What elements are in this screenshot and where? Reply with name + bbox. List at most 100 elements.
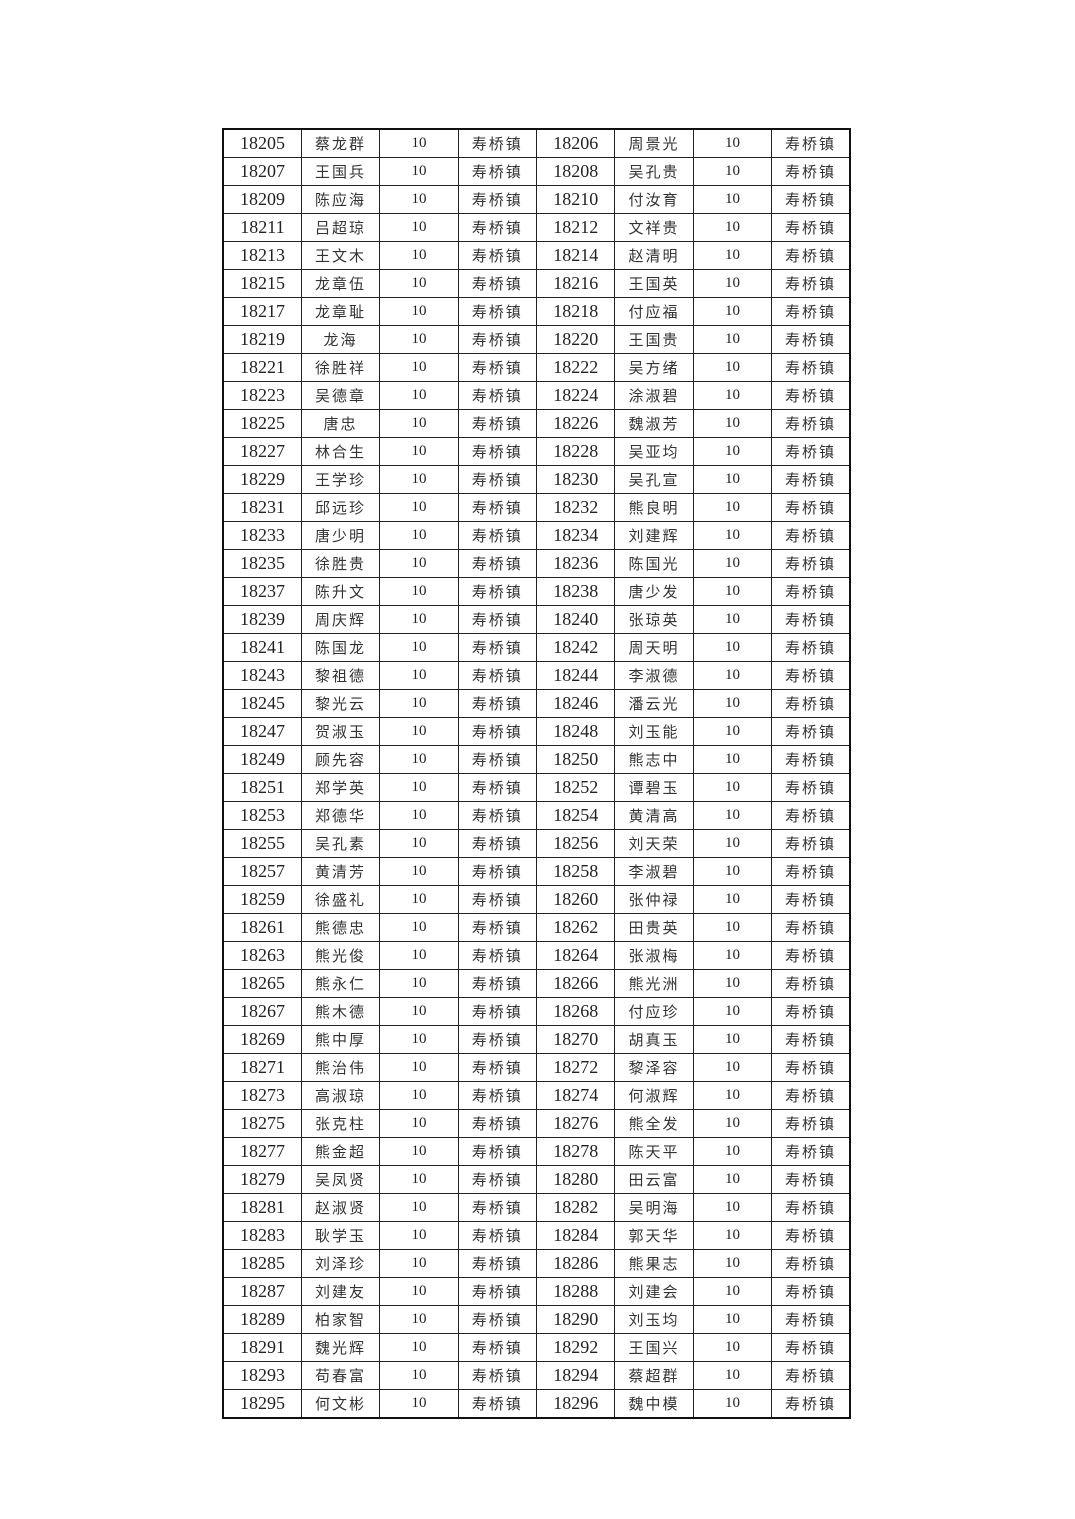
person-name-cell: 刘泽珍 [300, 1249, 381, 1278]
amount-cell: 10 [692, 297, 773, 326]
person-name-cell: 刘建辉 [614, 521, 694, 550]
amount-cell: 10 [379, 1165, 459, 1194]
amount-cell: 10 [692, 661, 773, 690]
record-id-cell: 18232 [535, 493, 616, 522]
person-name-cell: 熊全发 [614, 1109, 694, 1138]
record-id-cell: 18277 [222, 1137, 302, 1166]
amount-cell: 10 [692, 1333, 773, 1362]
amount-cell: 10 [692, 801, 773, 830]
record-id-cell: 18217 [222, 297, 302, 326]
amount-cell: 10 [692, 745, 773, 774]
person-name-cell: 吴德章 [300, 381, 381, 410]
amount-cell: 10 [692, 157, 773, 186]
town-cell: 寿桥镇 [457, 353, 538, 382]
town-cell: 寿桥镇 [457, 913, 538, 942]
person-name-cell: 何淑辉 [614, 1081, 694, 1110]
person-name-cell: 徐胜祥 [300, 353, 381, 382]
record-id-cell: 18288 [535, 1277, 616, 1306]
town-cell: 寿桥镇 [457, 269, 538, 298]
amount-cell: 10 [692, 465, 773, 494]
record-id-cell: 18260 [535, 885, 616, 914]
person-name-cell: 刘建友 [300, 1277, 381, 1306]
town-cell: 寿桥镇 [457, 857, 538, 886]
table-row: 18233 唐少明 10 寿桥镇 18234 刘建辉 10 寿桥镇 [222, 521, 851, 550]
person-name-cell: 龙海 [300, 325, 381, 354]
town-cell: 寿桥镇 [457, 1137, 538, 1166]
amount-cell: 10 [379, 1277, 459, 1306]
person-name-cell: 黎泽容 [614, 1053, 694, 1082]
person-name-cell: 王国兵 [300, 157, 381, 186]
record-id-cell: 18283 [222, 1221, 302, 1250]
person-name-cell: 李淑德 [614, 661, 694, 690]
record-id-cell: 18229 [222, 465, 302, 494]
person-name-cell: 郭天华 [614, 1221, 694, 1250]
record-id-cell: 18219 [222, 325, 302, 354]
amount-cell: 10 [692, 717, 773, 746]
person-name-cell: 耿学玉 [300, 1221, 381, 1250]
amount-cell: 10 [379, 493, 459, 522]
person-name-cell: 吴亚均 [614, 437, 694, 466]
record-id-cell: 18216 [535, 269, 616, 298]
person-name-cell: 魏中模 [614, 1389, 694, 1419]
town-cell: 寿桥镇 [771, 941, 851, 970]
amount-cell: 10 [692, 773, 773, 802]
town-cell: 寿桥镇 [457, 1081, 538, 1110]
town-cell: 寿桥镇 [457, 521, 538, 550]
town-cell: 寿桥镇 [771, 913, 851, 942]
amount-cell: 10 [692, 633, 773, 662]
amount-cell: 10 [379, 717, 459, 746]
record-id-cell: 18253 [222, 801, 302, 830]
town-cell: 寿桥镇 [457, 297, 538, 326]
town-cell: 寿桥镇 [771, 969, 851, 998]
table-row: 18255 吴孔素 10 寿桥镇 18256 刘天荣 10 寿桥镇 [222, 829, 851, 858]
record-id-cell: 18286 [535, 1249, 616, 1278]
person-name-cell: 付汝育 [614, 185, 694, 214]
table-row: 18273 高淑琼 10 寿桥镇 18274 何淑辉 10 寿桥镇 [222, 1081, 851, 1110]
person-name-cell: 涂淑碧 [614, 381, 694, 410]
amount-cell: 10 [692, 1361, 773, 1390]
town-cell: 寿桥镇 [457, 437, 538, 466]
town-cell: 寿桥镇 [771, 353, 851, 382]
person-name-cell: 周景光 [614, 128, 694, 158]
town-cell: 寿桥镇 [457, 1277, 538, 1306]
record-id-cell: 18241 [222, 633, 302, 662]
town-cell: 寿桥镇 [457, 605, 538, 634]
town-cell: 寿桥镇 [771, 1137, 851, 1166]
person-name-cell: 魏淑芳 [614, 409, 694, 438]
amount-cell: 10 [692, 409, 773, 438]
town-cell: 寿桥镇 [457, 409, 538, 438]
amount-cell: 10 [379, 437, 459, 466]
record-id-cell: 18263 [222, 941, 302, 970]
town-cell: 寿桥镇 [771, 717, 851, 746]
record-id-cell: 18270 [535, 1025, 616, 1054]
amount-cell: 10 [379, 325, 459, 354]
table-row: 18285 刘泽珍 10 寿桥镇 18286 熊果志 10 寿桥镇 [222, 1249, 851, 1278]
record-id-cell: 18249 [222, 745, 302, 774]
town-cell: 寿桥镇 [457, 885, 538, 914]
record-id-cell: 18278 [535, 1137, 616, 1166]
amount-cell: 10 [692, 325, 773, 354]
person-name-cell: 林合生 [300, 437, 381, 466]
record-id-cell: 18265 [222, 969, 302, 998]
record-id-cell: 18293 [222, 1361, 302, 1390]
record-id-cell: 18218 [535, 297, 616, 326]
record-id-cell: 18234 [535, 521, 616, 550]
table-row: 18213 王文木 10 寿桥镇 18214 赵清明 10 寿桥镇 [222, 241, 851, 270]
record-id-cell: 18210 [535, 185, 616, 214]
record-id-cell: 18275 [222, 1109, 302, 1138]
table-row: 18225 唐忠 10 寿桥镇 18226 魏淑芳 10 寿桥镇 [222, 409, 851, 438]
table-row: 18217 龙章耻 10 寿桥镇 18218 付应福 10 寿桥镇 [222, 297, 851, 326]
table-body: 18205 蔡龙群 10 寿桥镇 18206 周景光 10 寿桥镇 18207 王国兵 10 寿桥镇 1… [222, 128, 851, 1419]
person-name-cell: 王文木 [300, 241, 381, 270]
record-id-cell: 18268 [535, 997, 616, 1026]
person-name-cell: 熊光洲 [614, 969, 694, 998]
amount-cell: 10 [379, 241, 459, 270]
table-row: 18279 吴凤贤 10 寿桥镇 18280 田云富 10 寿桥镇 [222, 1165, 851, 1194]
record-id-cell: 18238 [535, 577, 616, 606]
town-cell: 寿桥镇 [771, 829, 851, 858]
person-name-cell: 黎光云 [300, 689, 381, 718]
amount-cell: 10 [379, 1221, 459, 1250]
town-cell: 寿桥镇 [457, 241, 538, 270]
person-name-cell: 王国贵 [614, 325, 694, 354]
amount-cell: 10 [379, 549, 459, 578]
